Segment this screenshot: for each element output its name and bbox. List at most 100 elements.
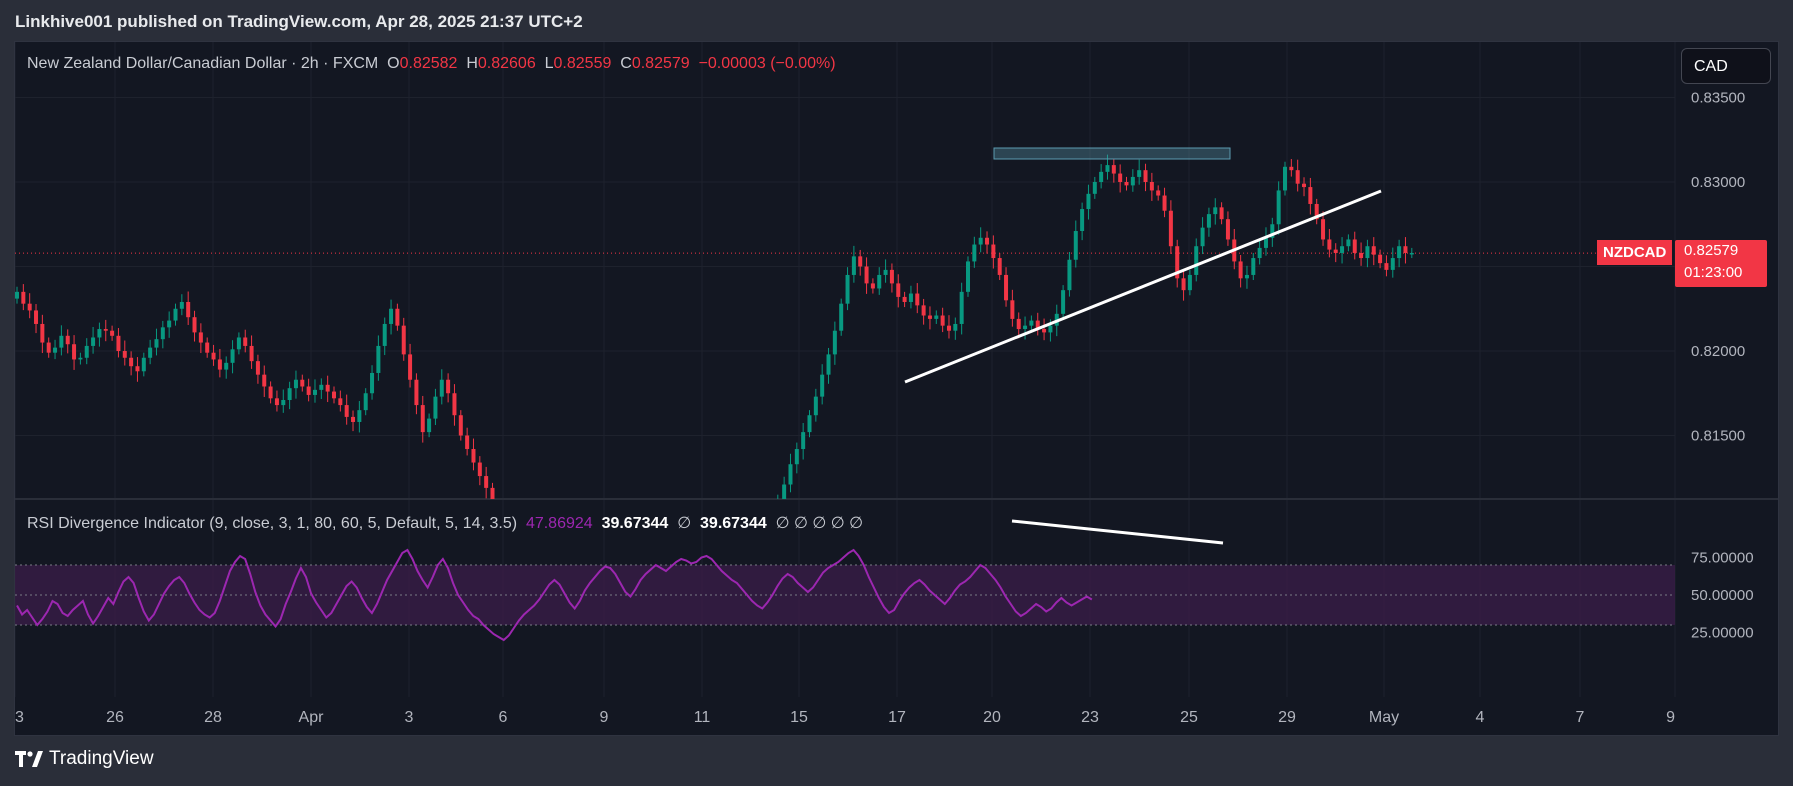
- chart-frame[interactable]: 0.835000.830000.825000.820000.8150075.00…: [14, 41, 1779, 736]
- candle-body: [1327, 239, 1332, 250]
- candle-body: [471, 449, 476, 463]
- candle-body: [1219, 207, 1224, 220]
- candle: [401, 317, 406, 361]
- candle: [908, 285, 913, 309]
- candle-body: [1371, 246, 1376, 255]
- time-axis-tick: 28: [204, 709, 222, 726]
- time-axis-tick: 6: [499, 709, 508, 726]
- candle-body: [97, 329, 102, 338]
- rsi-legend: RSI Divergence Indicator (9, close, 3, 1…: [27, 513, 863, 533]
- rsi-value-2: 39.67344: [601, 515, 669, 532]
- candle: [870, 278, 875, 294]
- candle-body: [1397, 246, 1402, 259]
- candle: [230, 340, 235, 374]
- candle: [1073, 220, 1078, 268]
- candle: [471, 438, 476, 471]
- candle-body: [129, 357, 134, 367]
- candle: [1238, 255, 1243, 288]
- candle: [1283, 161, 1287, 196]
- candle-body: [782, 484, 787, 499]
- candle-body: [826, 354, 831, 375]
- open-label: O: [387, 55, 400, 72]
- candle: [122, 340, 127, 366]
- candle: [167, 311, 172, 338]
- candle: [978, 227, 983, 253]
- candle: [110, 325, 115, 341]
- candle: [1162, 187, 1167, 218]
- time-axis-tick: 3: [15, 709, 24, 726]
- candle-body: [154, 339, 159, 348]
- candle: [1340, 237, 1345, 264]
- candle-body: [135, 366, 140, 372]
- candle-body: [376, 345, 381, 373]
- candle-body: [1080, 209, 1085, 232]
- candle: [807, 410, 812, 438]
- candle: [1295, 159, 1300, 192]
- candle-body: [408, 354, 413, 380]
- candle: [312, 379, 317, 403]
- candle: [300, 374, 305, 392]
- candle: [934, 310, 939, 324]
- candle: [274, 390, 279, 412]
- candle-body: [851, 256, 856, 275]
- candle-body: [953, 323, 958, 331]
- candle: [1029, 315, 1034, 331]
- candle: [959, 282, 964, 335]
- candle: [1308, 177, 1313, 215]
- bar-countdown: 01:23:00: [1684, 264, 1743, 281]
- candle-body: [15, 291, 19, 299]
- candle: [777, 494, 779, 499]
- symbol-legend: New Zealand Dollar/Canadian Dollar · 2h …: [27, 55, 836, 73]
- candle-body: [959, 291, 964, 324]
- candle: [21, 284, 26, 311]
- candle: [1276, 181, 1281, 235]
- candle-body: [65, 335, 70, 345]
- candle: [477, 456, 482, 486]
- candle-body: [281, 400, 286, 406]
- candle-body: [991, 244, 996, 259]
- rsi-axis-tick: 75.00000: [1691, 550, 1754, 567]
- candle: [141, 352, 146, 377]
- candle-body: [312, 389, 317, 395]
- candle: [40, 314, 45, 354]
- candle-body: [1295, 170, 1300, 184]
- candle-body: [1308, 187, 1313, 204]
- candle: [72, 335, 77, 370]
- candle-body: [1244, 274, 1249, 279]
- candle-body: [985, 237, 990, 245]
- candle: [338, 390, 343, 412]
- candle-body: [858, 256, 863, 267]
- candle: [851, 245, 856, 283]
- candle-body: [363, 393, 368, 411]
- candle: [427, 413, 432, 438]
- candle-body: [915, 293, 920, 306]
- candle: [1168, 200, 1173, 254]
- candle-body: [794, 449, 799, 465]
- time-axis-tick: 4: [1476, 709, 1485, 726]
- chart-canvas[interactable]: 0.835000.830000.825000.820000.8150075.00…: [15, 42, 1778, 735]
- candle-body: [433, 396, 438, 419]
- axis-layer: 0.835000.830000.825000.820000.8150075.00…: [15, 90, 1754, 727]
- candle-body: [34, 310, 39, 324]
- candle-body: [1403, 246, 1408, 253]
- candle-body: [344, 405, 349, 417]
- currency-button[interactable]: CAD: [1681, 48, 1771, 84]
- candle-body: [1048, 325, 1053, 333]
- candle: [883, 259, 888, 283]
- candle-body: [1213, 207, 1218, 215]
- tradingview-logo[interactable]: TradingView: [15, 748, 154, 770]
- candle-body: [1042, 329, 1047, 333]
- candle-body: [883, 269, 888, 275]
- candle: [243, 329, 248, 353]
- tradingview-brand-text: TradingView: [49, 748, 154, 769]
- candle-body: [864, 266, 869, 284]
- candle-body: [40, 323, 45, 343]
- candle: [46, 337, 51, 358]
- candle-body: [1263, 237, 1268, 248]
- candle-body: [484, 476, 489, 488]
- candle-body: [249, 345, 254, 362]
- candle-body: [1156, 190, 1161, 196]
- candle: [325, 375, 330, 403]
- candle-body: [927, 315, 932, 319]
- candle: [293, 370, 298, 399]
